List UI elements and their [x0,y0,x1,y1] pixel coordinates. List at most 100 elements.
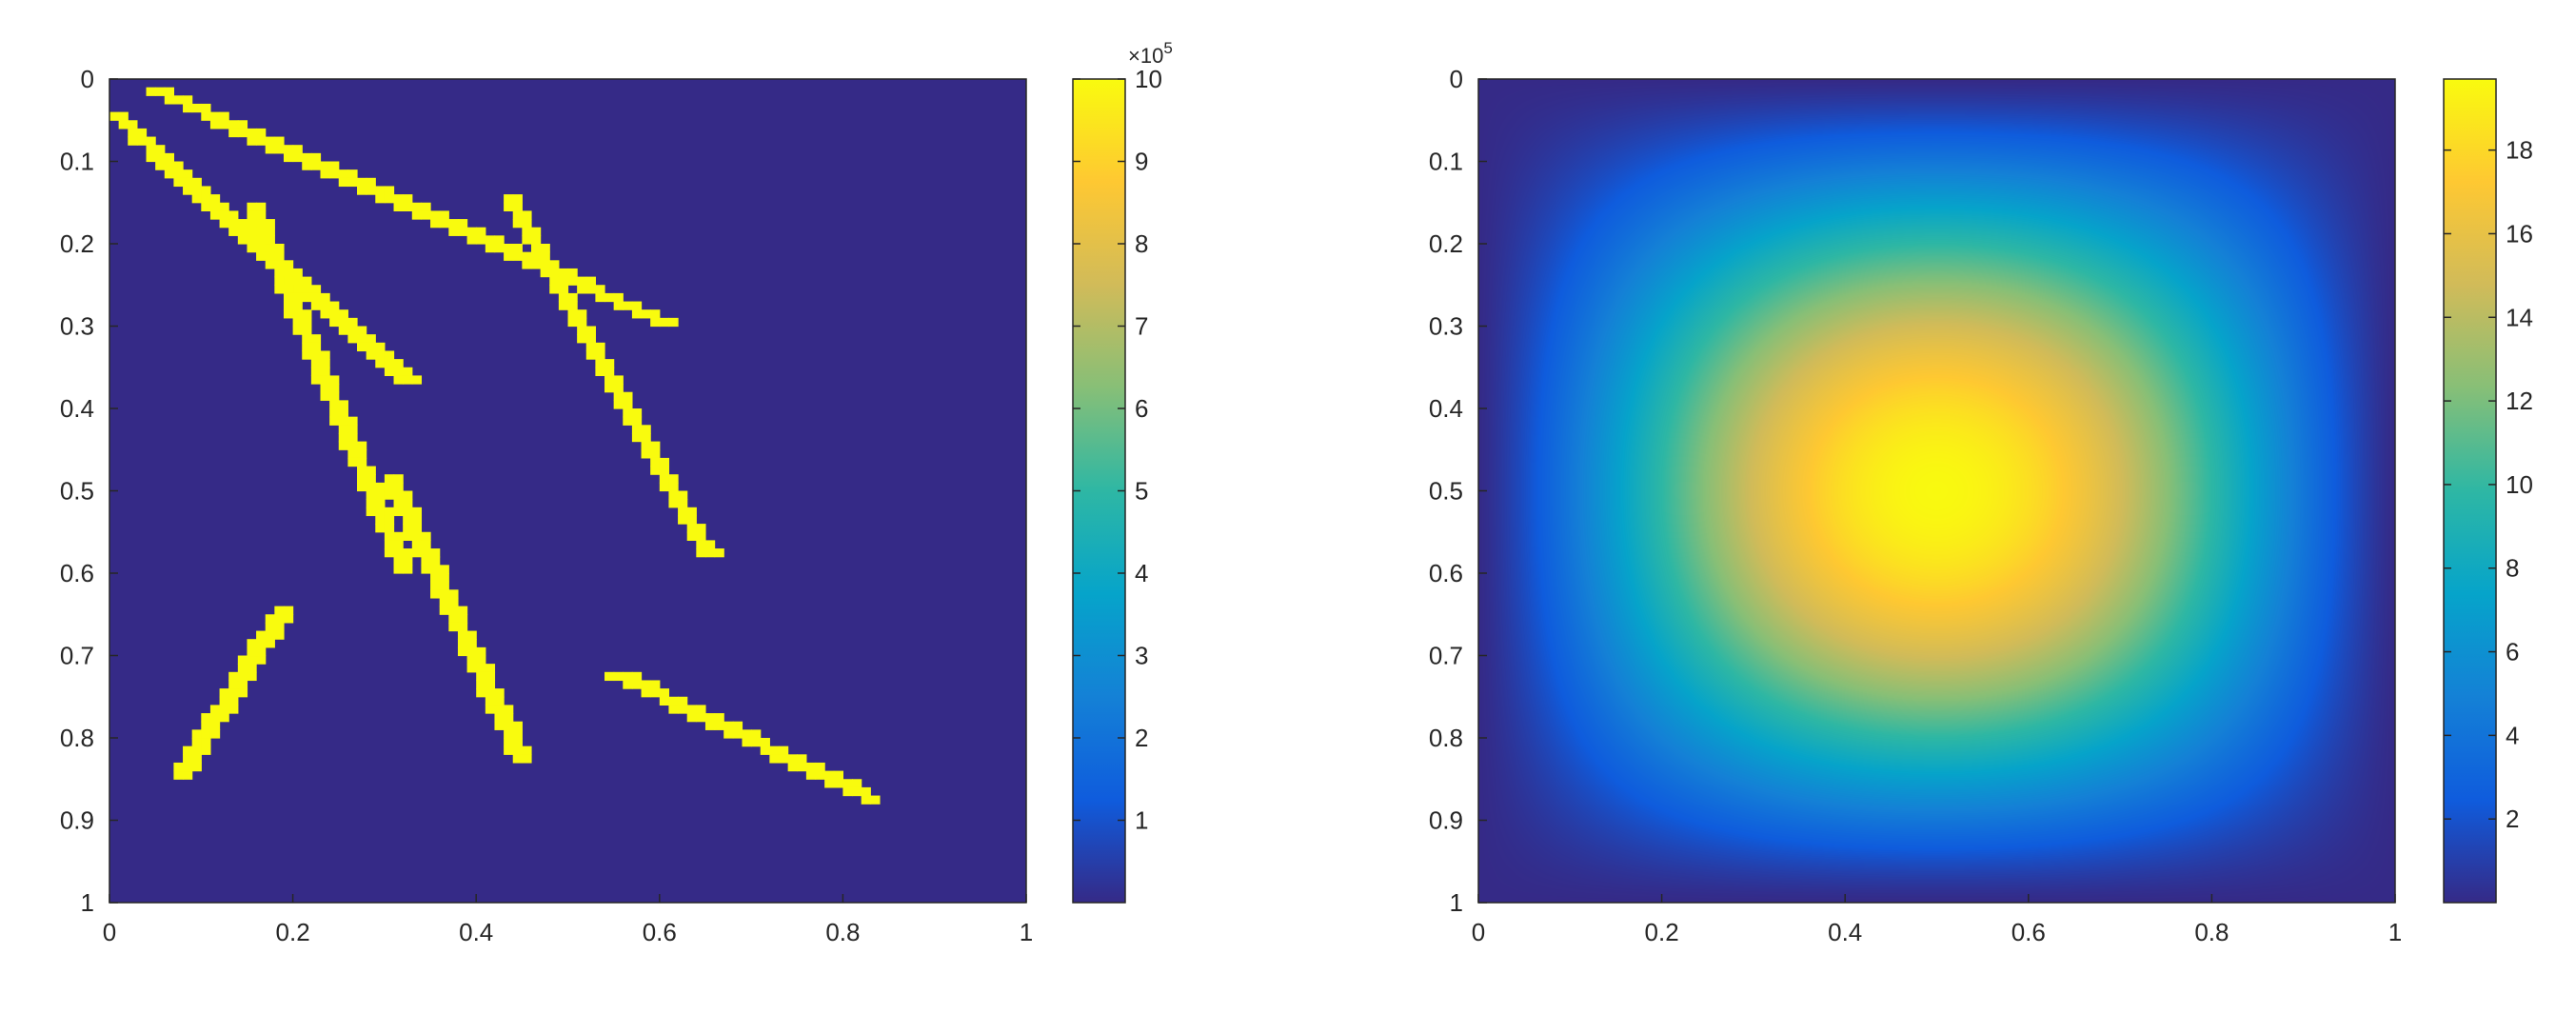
crack-cell [595,367,605,376]
crack-cell [439,210,449,220]
crack-cell [347,449,358,459]
crack-cell [430,573,441,583]
crack-cell [338,400,348,409]
crack-cell [292,301,303,310]
crack-cell [659,457,670,467]
crack-cell [696,713,706,723]
right-colorbar-tick-label: 8 [2506,554,2519,583]
crack-cell [375,359,386,368]
crack-cell [320,292,330,303]
crack-cell [797,762,807,772]
crack-cell [274,285,285,294]
crack-cell [522,754,532,764]
crack-cell [302,350,312,360]
crack-cell [265,235,275,245]
crack-cell [411,531,423,541]
crack-cell [522,260,532,269]
crack-cell [623,301,633,310]
crack-cell [403,507,413,517]
crack-cell [329,375,340,385]
crack-cell [292,309,303,319]
crack-cell [494,688,505,698]
crack-cell [704,721,716,730]
crack-cell [504,713,514,723]
crack-cell [201,746,211,755]
crack-cell [366,490,376,500]
crack-cell [504,194,514,204]
crack-cell [393,565,404,574]
crack-cell [209,705,221,714]
right-colorbar-tick-label: 2 [2506,805,2519,833]
crack-cell [118,111,129,121]
crack-cell [824,779,835,788]
crack-cell [347,416,358,426]
crack-cell [466,235,477,245]
crack-cell [320,375,330,385]
crack-cell [191,738,202,747]
crack-cell [696,540,706,549]
crack-cell [732,729,743,739]
crack-cell [173,762,184,772]
crack-cell [320,301,330,310]
crack-cell [457,614,468,624]
crack-cell [366,177,376,188]
crack-cell [283,145,294,154]
crack-cell [247,664,257,673]
crack-cell [384,531,395,541]
crack-cell [485,688,496,698]
crack-cell [549,276,560,286]
crack-cell [375,342,386,352]
crack-cell [522,251,532,261]
crack-cell [421,540,431,549]
crack-cell [714,721,724,730]
crack-cell [209,202,221,211]
crack-cell [209,713,221,723]
crack-cell [366,186,376,195]
crack-cell [585,350,596,360]
crack-cell [522,746,532,755]
crack-cell [585,276,596,286]
crack-cell [274,136,285,146]
crack-cell [247,235,257,245]
right-y-tick-label: 0.6 [1429,559,1463,587]
crack-cell [237,655,248,665]
crack-cell [228,705,239,714]
crack-cell [815,762,825,772]
crack-cell [357,326,367,335]
crack-cell [549,268,560,278]
crack-cell [320,359,330,368]
crack-cell [815,770,825,780]
crack-cell [577,276,587,286]
crack-cell [833,770,843,780]
crack-cell [522,219,532,229]
crack-cell [448,606,459,615]
crack-cell [476,227,486,236]
crack-cell [686,524,697,533]
crack-cell [283,276,294,286]
crack-cell [347,457,358,467]
crack-cell [384,515,395,525]
left-colorbar-tick-label: 3 [1135,642,1148,670]
crack-cell [146,145,156,154]
crack-cell [558,276,569,286]
crack-cell [540,260,550,269]
crack-cell [256,251,267,261]
crack-cell [641,688,651,698]
crack-cell [375,524,386,533]
crack-cell [329,416,340,426]
crack-cell [237,219,248,229]
crack-cell [219,120,229,129]
crack-cell [494,235,505,245]
crack-cell [604,671,615,682]
crack-cell [403,202,413,211]
crack-cell [292,276,303,286]
crack-cell [448,597,459,607]
crack-cell [338,309,348,319]
crack-cell [310,292,322,303]
crack-cell [476,664,486,673]
crack-cell [824,770,835,780]
crack-cell [357,466,367,475]
crack-cell [274,268,285,278]
crack-cell [164,87,175,96]
